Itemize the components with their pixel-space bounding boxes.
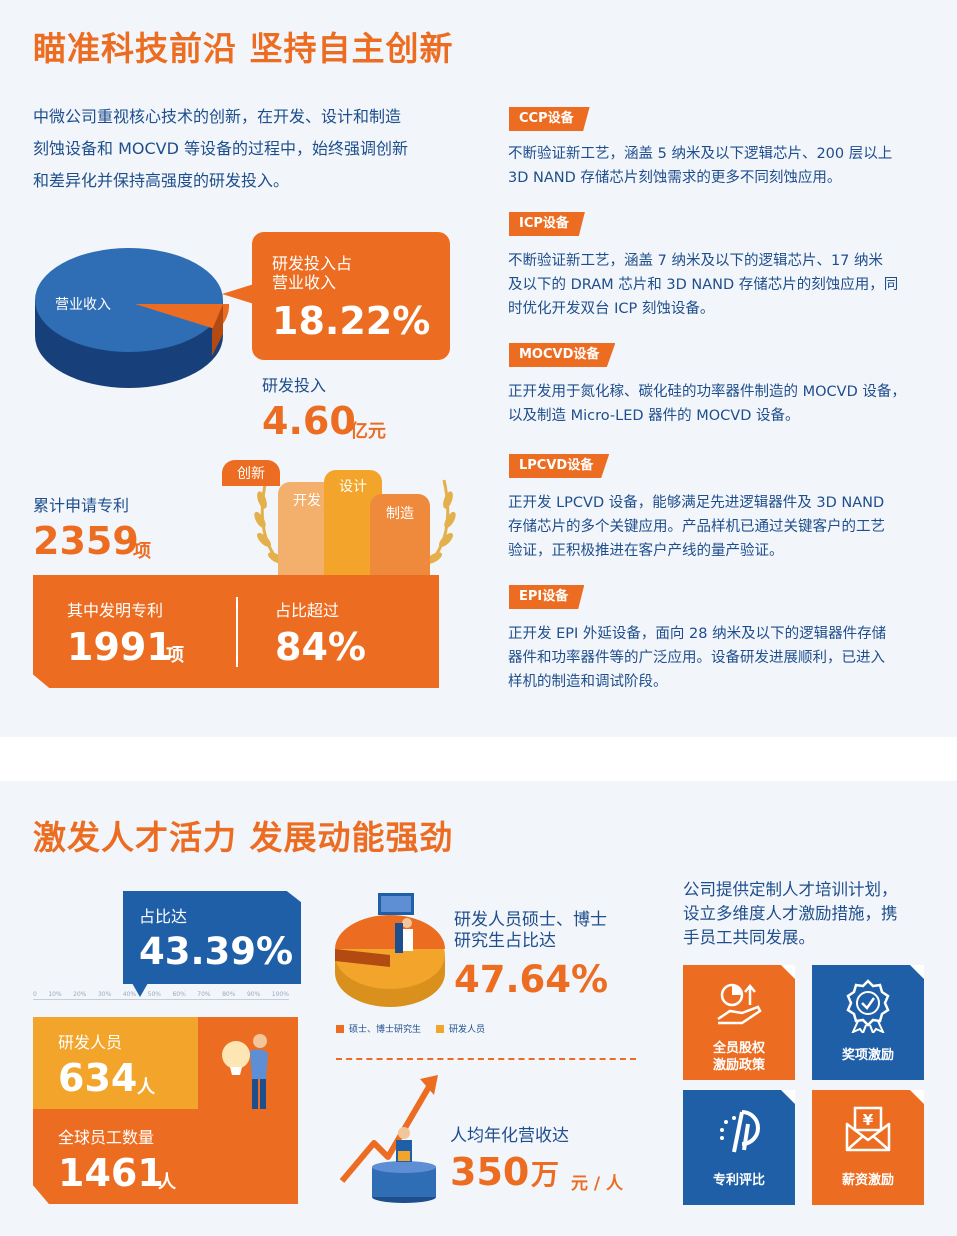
patent-label: 累计申请专利 (33, 496, 130, 515)
talent-panel: 激发人才活力 发展动能强劲 占比达 43.39% 0 10% 20% 30% 4… (0, 781, 957, 1236)
section-title-2: 激发人才活力 发展动能强劲 (33, 818, 454, 857)
tag-icp: ICP设备 (509, 212, 585, 236)
global-staff-value: 1461 (58, 1151, 164, 1195)
invention-value: 1991 (67, 625, 173, 669)
talent-text: 公司提供定制人才培训计划， 设立多维度人才激励措施，携 手员工共同发展。 (683, 880, 898, 947)
revenue-unit: 万 (531, 1158, 560, 1191)
revenue-suffix: 元 / 人 (571, 1174, 624, 1194)
patent-icon (720, 1110, 761, 1153)
desc-lpcvd: 正开发 LPCVD 设备，能够满足先进逻辑器件及 3D NAND 存储芯片的多个… (508, 495, 885, 559)
rd-invest-value: 4.60 (262, 399, 356, 443)
percent-scale: 0 10% 20% 30% 40% 50% 60% 70% 80% 90% 10… (33, 991, 289, 1011)
intro-text: 中微公司重视核心技术的创新，在开发、设计和制造 刻蚀设备和 MOCVD 等设备的… (33, 107, 409, 190)
callout-pointer (222, 284, 254, 304)
desc-ccp: 不断验证新工艺，涵盖 5 纳米及以下逻辑芯片、200 层以上 3D NAND 存… (508, 146, 893, 186)
rd-ratio-value: 18.22% (272, 299, 431, 343)
rd-staff-box (33, 1017, 198, 1109)
revenue-value: 350 (450, 1150, 530, 1194)
award-incentive-tile: 奖项激励 (812, 965, 924, 1080)
growth-arrow-icon (339, 1075, 438, 1203)
salary-envelope-icon: ¥ (845, 1106, 891, 1152)
degree-value: 47.64% (454, 958, 609, 1001)
revenue-label: 人均年化营收达 (450, 1126, 569, 1146)
salary-incentive-tile: ¥ 薪资激励 (812, 1090, 924, 1205)
legend-swatch-degree (336, 1024, 344, 1033)
patent-award-tile: 专利评比 (683, 1090, 795, 1205)
pie-label: 营业收入 (55, 297, 111, 313)
tag-mocvd: MOCVD设备 (509, 343, 616, 367)
patent-value: 2359 (33, 519, 139, 563)
section-title: 瞄准科技前沿 坚持自主创新 (33, 29, 454, 68)
rd-ratio-callout: 研发投入占 营业收入 18.22% (252, 232, 450, 360)
rd-staff-value: 634 (58, 1056, 138, 1100)
desc-icp: 不断验证新工艺，涵盖 7 纳米及以下的逻辑芯片、17 纳米 及以下的 DRAM … (508, 253, 899, 317)
share-value: 84% (275, 625, 366, 669)
rd-innovation-panel: 瞄准科技前沿 坚持自主创新 中微公司重视核心技术的创新，在开发、设计和制造 刻蚀… (0, 0, 957, 737)
patent-unit: 项 (133, 541, 151, 562)
dashed-divider (336, 1058, 636, 1060)
invention-patent-box: 其中发明专利 1991 项 占比超过 84% (33, 575, 439, 688)
tag-epi: EPI设备 (509, 585, 585, 609)
ratio-value: 43.39% (139, 930, 294, 973)
equity-incentive-tile: 全员股权 激励政策 (683, 965, 795, 1080)
degree-label: 研发人员硕士、博士 研究生占比达 (454, 910, 607, 951)
desc-mocvd: 正开发用于氮化稼、碳化硅的功率器件制造的 MOCVD 设备， 以及制造 Micr… (508, 384, 906, 424)
ratio-pointer (132, 983, 148, 997)
hand-chart-icon (717, 983, 762, 1025)
degree-legend: 硕士、博士研究生 研发人员 (336, 1022, 485, 1035)
legend-swatch-rd (436, 1024, 445, 1033)
rd-invest-unit: 亿元 (350, 421, 386, 442)
desc-epi: 正开发 EPI 外延设备，面向 28 纳米及以下的逻辑器件存储 器件和功率器件等… (508, 626, 887, 690)
divider (236, 597, 238, 667)
bar-innovation: 创新 (222, 460, 280, 486)
rd-invest-label: 研发投入 (262, 376, 327, 395)
revenue-pie-chart (35, 248, 230, 388)
degree-pie-chart (335, 893, 445, 1007)
medal-icon (846, 979, 890, 1033)
svg-text:¥: ¥ (863, 1111, 874, 1129)
bar-manufacture: 制造 (370, 494, 430, 577)
tag-lpcvd: LPCVD设备 (509, 454, 610, 478)
person-lightbulb-icon (222, 1034, 268, 1109)
tag-ccp: CCP设备 (509, 107, 590, 131)
ratio-box: 占比达 43.39% (123, 891, 301, 984)
